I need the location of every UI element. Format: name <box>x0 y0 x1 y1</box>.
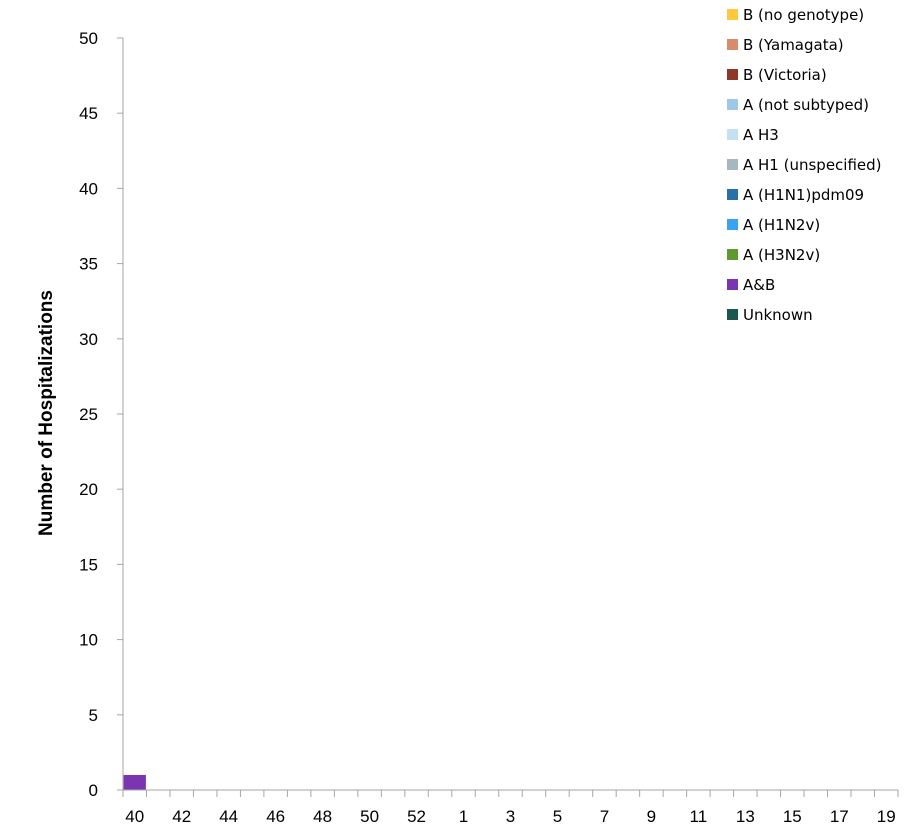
legend-swatch <box>727 39 738 50</box>
legend-label: A (not subtyped) <box>743 96 869 114</box>
legend-swatch <box>727 129 738 140</box>
legend-item: A H3 <box>727 126 779 144</box>
legend-label: A H1 (unspecified) <box>743 156 882 174</box>
legend-swatch <box>727 69 738 80</box>
axes-layer <box>122 38 898 791</box>
legend-label: A (H3N2v) <box>743 246 820 264</box>
y-axis-label: Number of Hospitalizations <box>36 290 57 536</box>
y-tick-label: 45 <box>79 104 98 123</box>
legend-label: A H3 <box>743 126 779 144</box>
x-tick-label: 50 <box>360 807 379 826</box>
x-tick-label: 48 <box>313 807 332 826</box>
legend-swatch <box>727 99 738 110</box>
x-tick-label: 13 <box>736 807 755 826</box>
x-tick-label: 40 <box>125 807 144 826</box>
x-tick-label: 1 <box>459 807 468 826</box>
bars-layer <box>123 774 146 790</box>
x-tick-label: 42 <box>172 807 191 826</box>
y-tick-label: 25 <box>79 405 98 424</box>
legend-label: B (no genotype) <box>743 6 864 24</box>
x-tick-label: 11 <box>690 807 708 826</box>
x-ticks-layer: 40 42 44 46 48 50 52 1 3 5 7 9 11 13 15 17 19 <box>122 790 899 826</box>
legend-item: A&B <box>727 276 775 294</box>
legend: B (no genotype) B (Yamagata) B (Victoria) A… <box>727 6 882 324</box>
legend-item: A (H1N2v) <box>727 216 820 234</box>
x-tick-label: 17 <box>830 807 849 826</box>
x-tick-label: 7 <box>600 807 609 826</box>
legend-swatch <box>727 159 738 170</box>
legend-item: Unknown <box>727 306 813 324</box>
legend-label: A&B <box>743 276 775 294</box>
legend-swatch <box>727 309 738 320</box>
legend-swatch <box>727 189 738 200</box>
legend-label: A (H1N2v) <box>743 216 820 234</box>
legend-item: A (H3N2v) <box>727 246 820 264</box>
legend-swatch <box>727 279 738 290</box>
x-tick-label: 3 <box>506 807 515 826</box>
legend-swatch <box>727 249 738 260</box>
legend-item: B (Yamagata) <box>727 36 844 54</box>
x-tick-label: 9 <box>647 807 656 826</box>
x-tick-label: 46 <box>266 807 285 826</box>
y-tick-label: 5 <box>89 706 98 725</box>
y-tick-label: 50 <box>79 29 98 48</box>
legend-item: B (Victoria) <box>727 66 827 84</box>
bar-segment <box>123 774 146 790</box>
y-tick-label: 10 <box>79 631 98 650</box>
legend-label: B (Victoria) <box>743 66 827 84</box>
y-tick-label: 35 <box>79 255 98 274</box>
legend-item: A (H1N1)pdm09 <box>727 186 864 204</box>
x-tick-label: 19 <box>877 807 896 826</box>
legend-swatch <box>727 219 738 230</box>
x-tick-label: 15 <box>783 807 802 826</box>
legend-item: B (no genotype) <box>727 6 864 24</box>
x-tick-label: 52 <box>407 807 426 826</box>
y-tick-label: 40 <box>79 179 98 198</box>
legend-label: Unknown <box>743 306 813 324</box>
legend-label: A (H1N1)pdm09 <box>743 186 864 204</box>
y-tick-label: 0 <box>89 781 98 800</box>
y-tick-label: 20 <box>79 480 98 499</box>
legend-swatch <box>727 9 738 20</box>
y-ticks-layer: 0 5 10 15 20 25 30 35 40 45 50 <box>79 29 123 800</box>
legend-label: B (Yamagata) <box>743 36 844 54</box>
x-tick-label: 5 <box>553 807 562 826</box>
legend-item: A H1 (unspecified) <box>727 156 882 174</box>
y-tick-label: 15 <box>79 555 98 574</box>
x-tick-label: 44 <box>219 807 238 826</box>
legend-item: A (not subtyped) <box>727 96 869 114</box>
y-tick-label: 30 <box>79 330 98 349</box>
